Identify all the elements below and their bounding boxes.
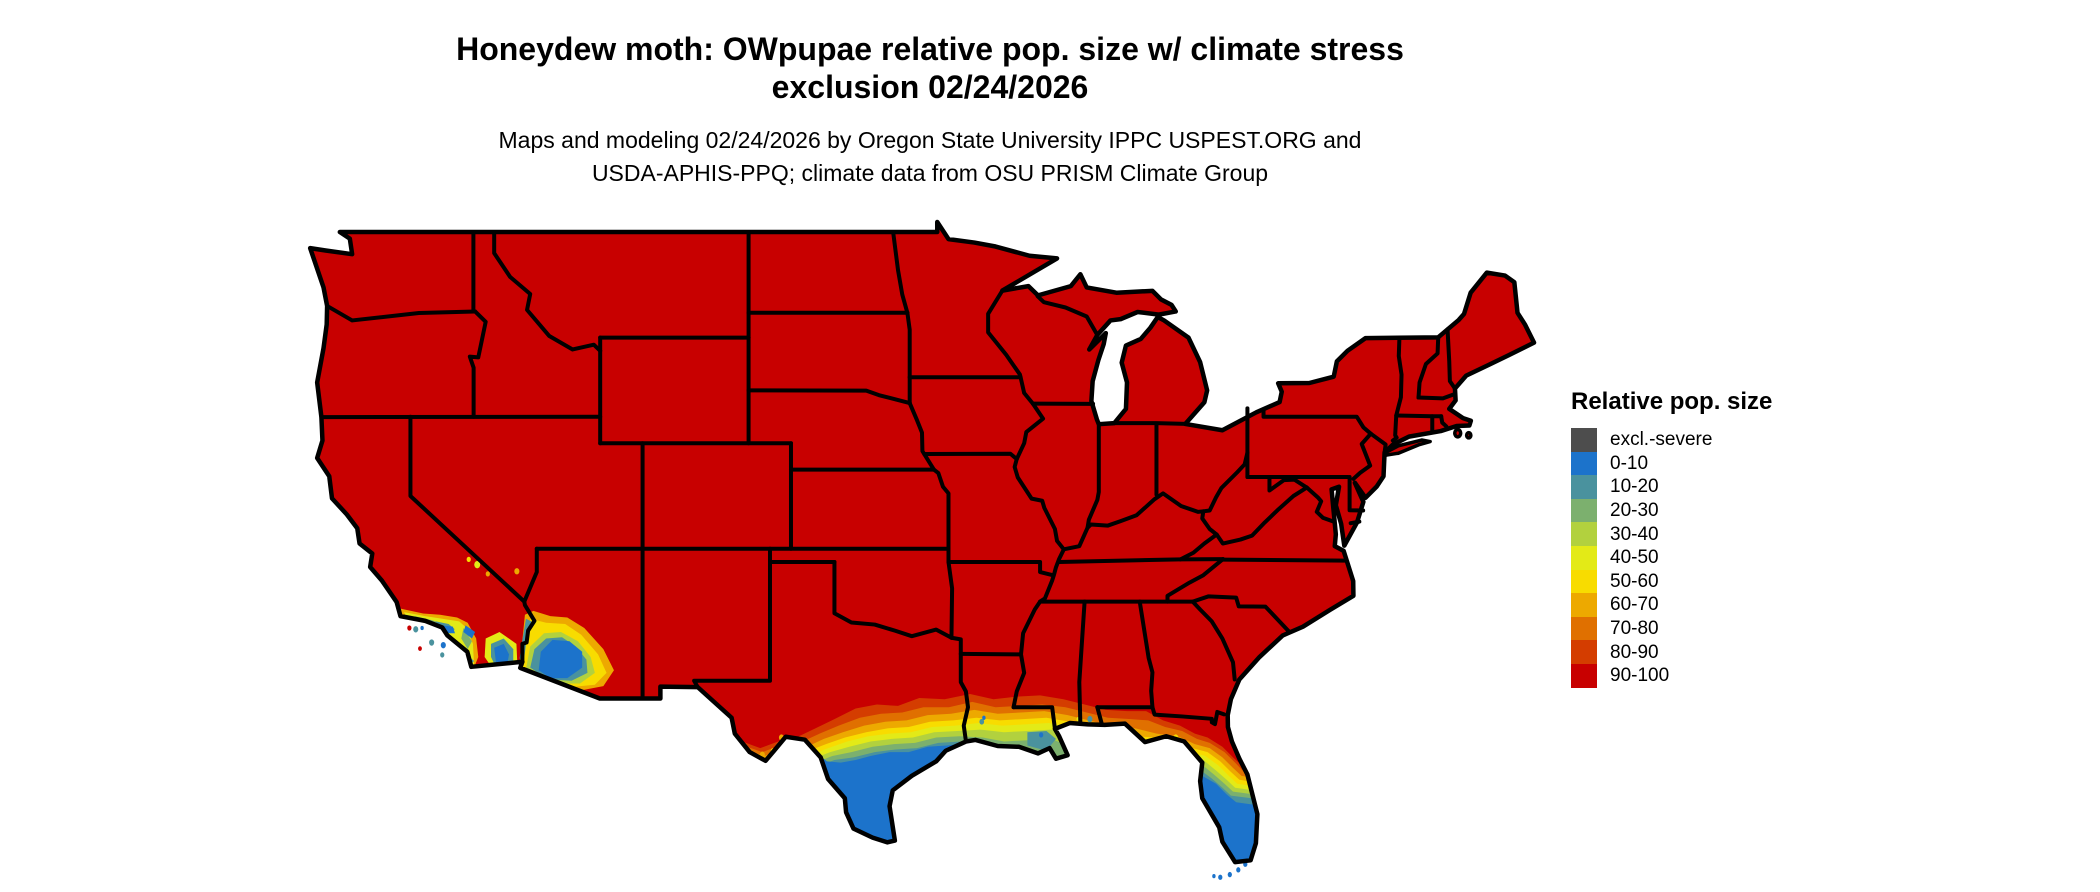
legend-item-50-60: 50-60 (1571, 569, 1772, 594)
legend-item-70-80: 70-80 (1571, 616, 1772, 641)
legend-item-60-70: 60-70 (1571, 593, 1772, 617)
legend-swatch (1571, 616, 1597, 641)
legend-item-40-50: 40-50 (1571, 545, 1772, 570)
value-band-0-10 (724, 744, 1274, 863)
legend-label: 20-30 (1610, 500, 1659, 522)
channel-islands (407, 625, 446, 658)
legend-title: Relative pop. size (1571, 388, 1773, 415)
legend-item-10-20: 10-20 (1571, 475, 1772, 499)
florida-keys (1212, 861, 1248, 880)
legend-swatch (1571, 428, 1597, 452)
legend-swatch (1571, 640, 1597, 664)
legend-swatch (1571, 498, 1597, 523)
value-band-30-40 (724, 729, 1274, 863)
map-subtitle-line2: USDA-APHIS-PPQ; climate data from OSU PR… (591, 160, 1269, 186)
legend-label: 90-100 (1610, 665, 1670, 687)
islands (407, 429, 1471, 880)
legend-swatch (1571, 593, 1597, 617)
map-title-line1: Honeydew moth: OWpupae relative pop. siz… (456, 31, 1404, 67)
legend-swatch (1571, 663, 1597, 688)
legend-swatch (1571, 522, 1597, 546)
long-island (1385, 440, 1430, 455)
map-title: Honeydew moth: OWpupae relative pop. siz… (0, 30, 1860, 106)
legend: Relative pop. size excl.-severe 0-10 10-… (1571, 389, 1772, 688)
legend-label: 60-70 (1610, 594, 1659, 616)
legend-item-20-30: 20-30 (1571, 498, 1772, 523)
legend-item-80-90: 80-90 (1571, 640, 1772, 664)
legend-label: 70-80 (1610, 618, 1659, 640)
legend-swatch (1571, 545, 1597, 570)
legend-item-90-100: 90-100 (1571, 663, 1772, 688)
state-borders (321, 232, 1455, 740)
legend-swatch (1571, 475, 1597, 499)
legend-label: 10-20 (1610, 476, 1659, 498)
island-marthas-vineyard (1455, 429, 1461, 436)
legend-label: 50-60 (1610, 570, 1659, 592)
value-band-10-20 (724, 741, 1274, 863)
legend-item-30-40: 30-40 (1571, 522, 1772, 546)
us-coastline-outline (310, 222, 1534, 862)
map-subtitle-line1: Maps and modeling 02/24/2026 by Oregon S… (498, 127, 1362, 153)
legend-label: 40-50 (1610, 547, 1659, 569)
legend-label: 0-10 (1610, 452, 1649, 474)
map-title-line2: exclusion 02/24/2026 (771, 69, 1089, 105)
value-band-20-30 (724, 736, 1274, 863)
island-nantucket (1467, 433, 1471, 438)
legend-swatch (1571, 569, 1597, 594)
legend-label: 30-40 (1610, 523, 1659, 545)
legend-swatch (1571, 451, 1597, 476)
map-subtitle: Maps and modeling 02/24/2026 by Oregon S… (0, 124, 1860, 190)
legend-label: 80-90 (1610, 641, 1659, 663)
legend-label: excl.-severe (1610, 429, 1713, 451)
legend-item-0-10: 0-10 (1571, 451, 1772, 476)
arizona-low-pop-blob (518, 610, 614, 692)
legend-item-excl-severe: excl.-severe (1571, 428, 1772, 452)
